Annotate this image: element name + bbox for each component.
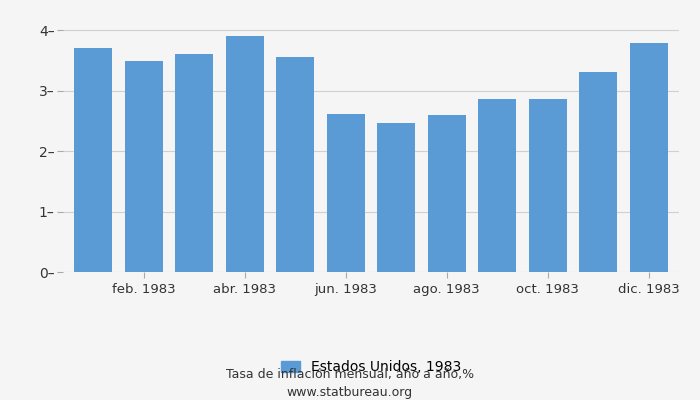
Text: www.statbureau.org: www.statbureau.org — [287, 386, 413, 399]
Bar — [528, 99, 567, 272]
Bar — [327, 114, 365, 272]
Bar — [377, 123, 415, 272]
Bar — [74, 48, 112, 272]
Legend: Estados Unidos, 1983: Estados Unidos, 1983 — [281, 360, 461, 374]
Bar — [226, 36, 264, 272]
Bar — [428, 115, 466, 272]
Bar — [175, 54, 214, 272]
Text: Tasa de inflación mensual, año a año,%: Tasa de inflación mensual, año a año,% — [226, 368, 474, 381]
Bar — [276, 57, 314, 272]
Bar — [478, 99, 516, 272]
Bar — [125, 61, 162, 272]
Bar — [630, 43, 668, 272]
Bar — [580, 72, 617, 272]
